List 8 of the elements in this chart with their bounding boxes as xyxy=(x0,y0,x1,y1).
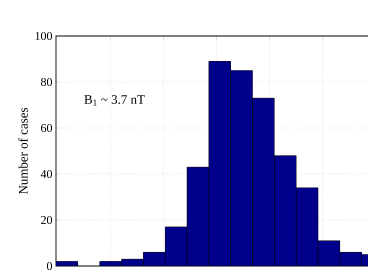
y-tick-label: 20 xyxy=(41,216,52,224)
y-tick-label: 60 xyxy=(41,124,52,132)
y-tick-label: 80 xyxy=(40,78,52,86)
y-tick-label: 100 xyxy=(36,32,52,40)
y-tick-label: 0 xyxy=(46,262,52,270)
y-tick-label: 40 xyxy=(40,170,52,178)
annotation: B$_{1}$ ~ 3.7 nT xyxy=(84,95,145,106)
y-axis-title: Number of cases xyxy=(18,108,28,194)
